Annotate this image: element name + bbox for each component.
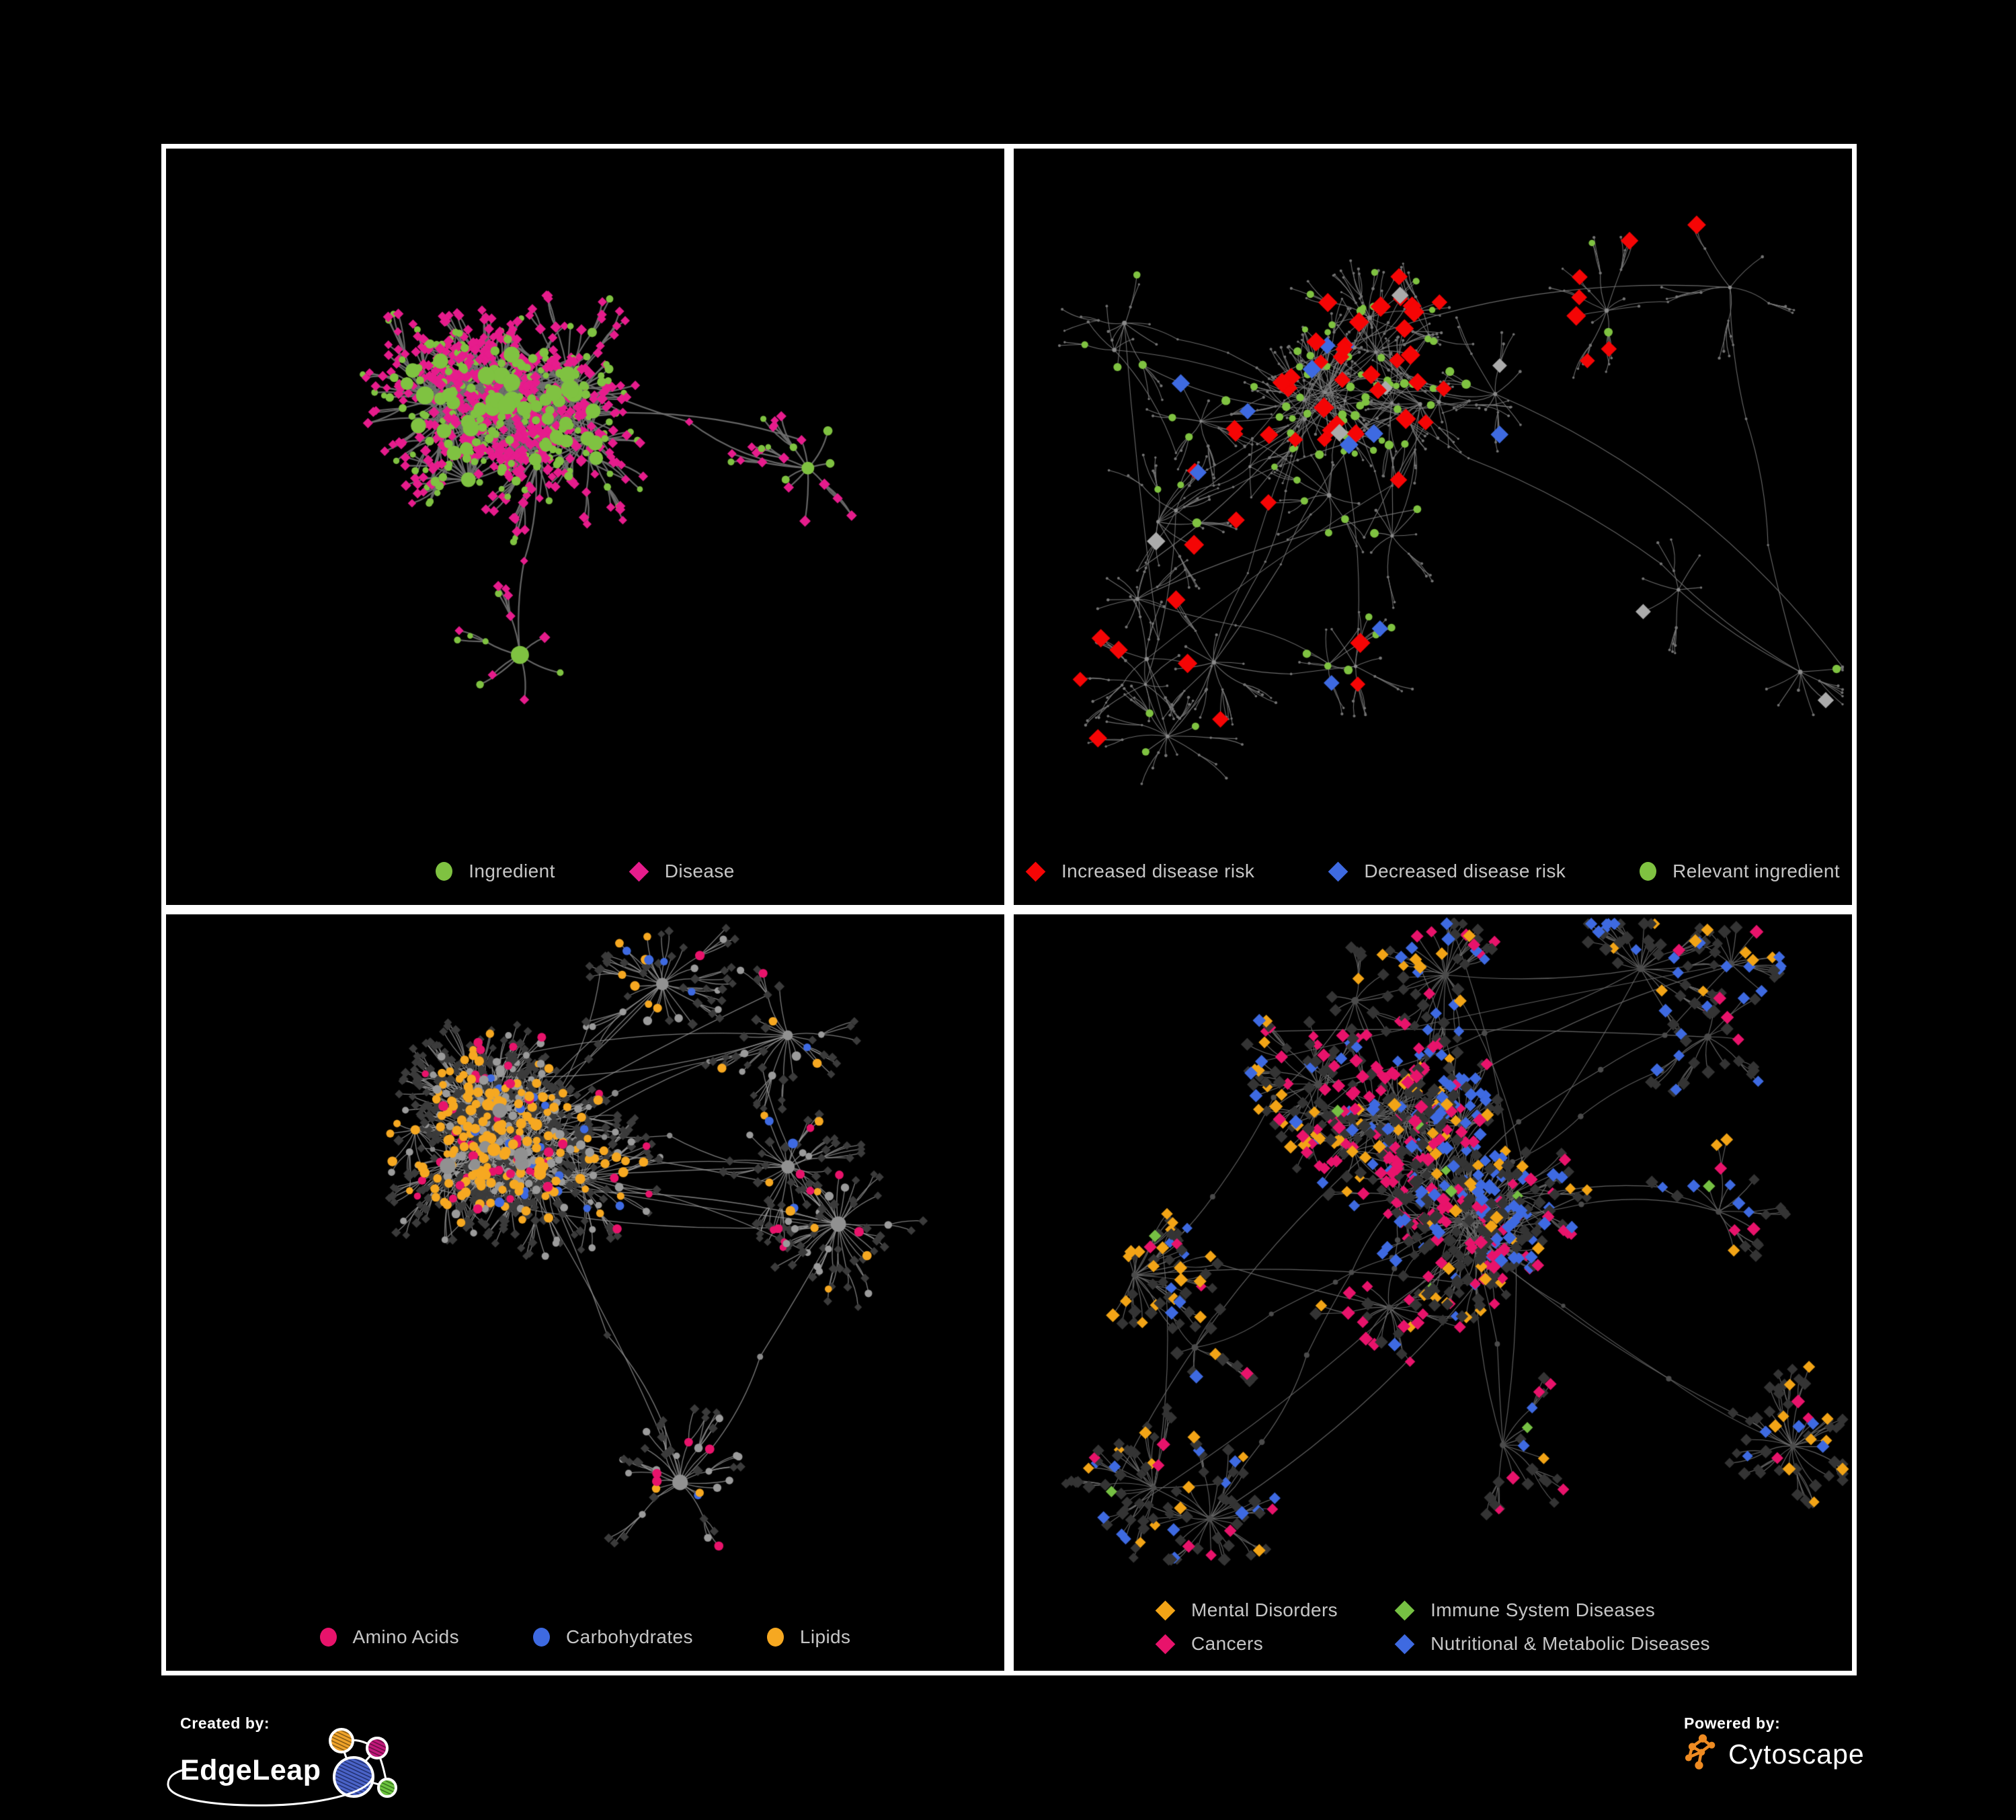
legend-label: Immune System Diseases [1430,1599,1656,1620]
diamond-marker [1155,1600,1176,1620]
diamond-marker [1155,1634,1176,1654]
network-graph-disease-class [1014,914,1852,1671]
panel-disease-class: Mental Disorders Immune System Diseases Ca… [1009,910,1857,1675]
legend-item-increased-disease-risk: Increased disease risk [1025,861,1255,882]
legend-ingredient-class: Amino Acids Carbohydrates Lipids [166,1626,1004,1648]
legend-item-relevant-ingredient: Relevant ingredient [1640,861,1840,882]
edgeleap-wordmark: EdgeLeap [180,1753,321,1786]
legend-label: Disease [664,861,735,881]
legend-label: Decreased disease risk [1364,861,1566,881]
legend-label: Ingredient [469,861,555,881]
circle-marker [319,1628,337,1647]
edgeleap-brand: EdgeLeap [167,1728,403,1807]
panel-disease-risk: Increased disease risk Decreased disease … [1009,144,1857,910]
legend-label: Relevant ingredient [1672,861,1841,881]
legend-label: Lipids [799,1626,851,1647]
legend-item-decreased-disease-risk: Decreased disease risk [1328,861,1566,882]
legend-item-ingredient: Ingredient [436,861,555,882]
legend-label: Amino Acids [352,1626,460,1647]
circle-marker [766,1628,784,1647]
cytoscape-brand: Cytoscape [1684,1734,1865,1774]
legend-item-immune-system-diseases: Immune System Diseases [1394,1599,1656,1621]
legend-disease-class: Mental Disorders Immune System Diseases Ca… [1014,1599,1852,1655]
legend-disease-risk: Increased disease risk Decreased disease … [1014,861,1852,882]
legend-item-carbohydrates: Carbohydrates [533,1626,693,1648]
created-by-block: Created by: EdgeLeap [167,1714,403,1807]
legend-label: Mental Disorders [1191,1599,1338,1620]
diamond-marker [1394,1600,1415,1620]
diamond-marker [1394,1634,1415,1654]
legend-item-amino-acids: Amino Acids [319,1626,460,1648]
diamond-marker [1025,861,1046,881]
circle-marker [1640,862,1657,881]
legend-label: Increased disease risk [1061,861,1255,881]
panel-grid: Ingredient Disease Increased disease risk… [161,144,1857,1675]
network-graph-disease-risk [1014,149,1852,905]
legend-item-lipids: Lipids [766,1626,851,1648]
edgeleap-logo-icon [328,1728,397,1798]
legend-ingredient-disease: Ingredient Disease [166,861,1004,882]
legend-label: Carbohydrates [566,1626,693,1647]
cytoscape-wordmark: Cytoscape [1728,1738,1865,1770]
cytoscape-logo-icon [1685,1734,1716,1770]
circle-marker [436,862,453,881]
network-graph-ingredient-disease [166,149,1004,905]
legend-item-nutritional-metabolic-diseases: Nutritional & Metabolic Diseases [1394,1633,1710,1655]
created-by-label: Created by: [180,1714,270,1732]
legend-label: Nutritional & Metabolic Diseases [1430,1633,1710,1654]
powered-by-block: Powered by: [1684,1714,1865,1774]
legend-item-cancers: Cancers [1155,1633,1264,1655]
diamond-marker [629,861,649,881]
panel-ingredient-disease: Ingredient Disease [161,144,1009,910]
legend-label: Cancers [1191,1633,1264,1654]
powered-by-label: Powered by: [1684,1714,1781,1732]
panel-ingredient-class: Amino Acids Carbohydrates Lipids [161,910,1009,1675]
diamond-marker [1328,861,1348,881]
circle-marker [533,1628,551,1647]
network-graph-ingredient-class [166,914,1004,1671]
legend-item-mental-disorders: Mental Disorders [1155,1599,1338,1621]
legend-item-disease: Disease [629,861,735,882]
